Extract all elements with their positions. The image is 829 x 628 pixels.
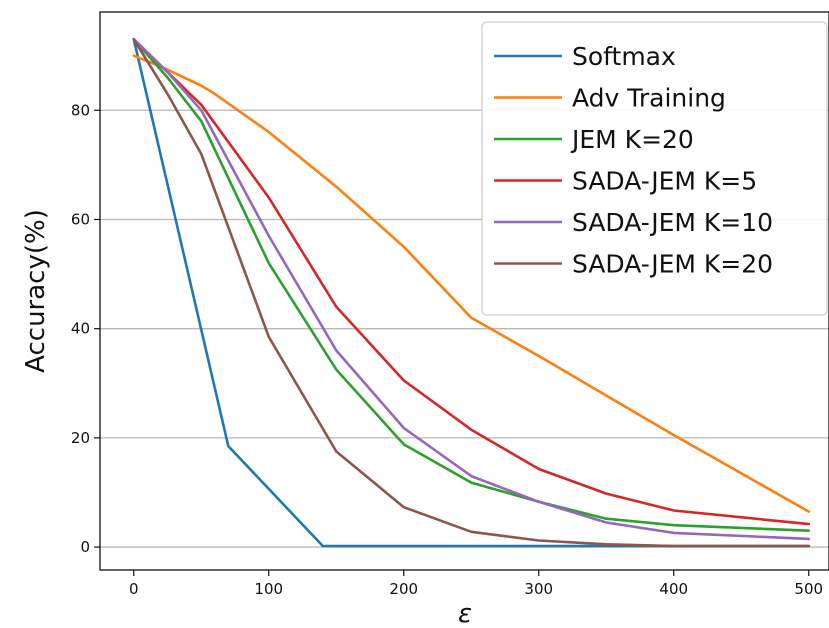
y-tick-label: 40 <box>71 320 90 338</box>
legend: Softmax Adv Training JEM K=20 SADA-JEM K=5 S… <box>481 21 828 316</box>
legend-label-4: SADA-JEM K=5 <box>572 167 757 196</box>
series-lines <box>132 37 811 548</box>
x-axis-label: ε <box>458 599 472 628</box>
legend-box <box>481 21 828 316</box>
y-axis-label: Accuracy(%) <box>21 209 51 373</box>
x-tick-label: 0 <box>129 580 139 598</box>
x-tick-label: 200 <box>389 580 418 598</box>
series-line-3 <box>132 37 811 533</box>
x-tick-label: 500 <box>794 580 823 598</box>
legend-label-3: JEM K=20 <box>570 125 694 154</box>
y-tick-label: 0 <box>80 538 90 556</box>
y-tick-label: 20 <box>71 429 90 447</box>
legend-label-5: SADA-JEM K=10 <box>572 208 773 237</box>
x-axis-ticks: 0 100 200 300 400 500 <box>129 570 823 598</box>
series-line-6 <box>132 37 811 548</box>
y-tick-label: 80 <box>71 101 90 119</box>
legend-items: Softmax Adv Training JEM K=20 SADA-JEM K=5 S… <box>494 42 773 279</box>
series-line-2 <box>132 54 811 513</box>
y-axis-ticks: 0 20 40 60 80 <box>71 101 100 556</box>
legend-label-1: Softmax <box>572 42 676 71</box>
x-tick-label: 100 <box>254 580 283 598</box>
x-tick-label: 300 <box>524 580 553 598</box>
legend-label-2: Adv Training <box>572 84 726 113</box>
x-tick-label: 400 <box>659 580 688 598</box>
legend-label-6: SADA-JEM K=20 <box>572 250 773 279</box>
series-line-4 <box>132 37 811 526</box>
y-tick-label: 60 <box>71 210 90 228</box>
series-line-5 <box>132 37 811 541</box>
plot-frame <box>99 11 829 571</box>
